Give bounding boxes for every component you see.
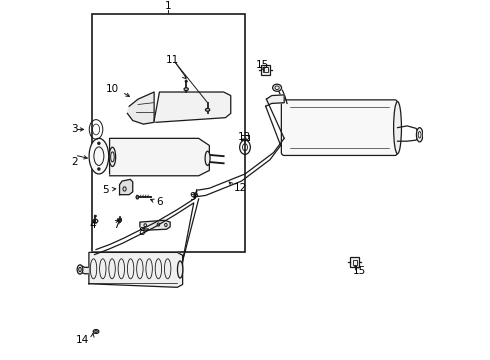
Text: 13: 13 <box>238 131 251 141</box>
Ellipse shape <box>98 142 100 145</box>
Bar <box>264 67 268 72</box>
Polygon shape <box>120 179 133 195</box>
Text: 14: 14 <box>75 335 89 345</box>
Text: 15: 15 <box>352 266 366 276</box>
Text: 7: 7 <box>113 220 119 230</box>
Text: 10: 10 <box>106 84 119 94</box>
Ellipse shape <box>109 147 116 167</box>
Text: 15: 15 <box>255 60 269 70</box>
Ellipse shape <box>136 195 139 199</box>
Text: 1: 1 <box>165 1 172 12</box>
Bar <box>352 260 357 265</box>
Polygon shape <box>110 138 209 176</box>
Ellipse shape <box>184 88 188 91</box>
Ellipse shape <box>205 108 210 111</box>
Bar <box>92 14 245 252</box>
Ellipse shape <box>89 138 109 174</box>
Ellipse shape <box>177 261 183 278</box>
Polygon shape <box>127 92 154 124</box>
Text: 4: 4 <box>89 220 96 230</box>
Polygon shape <box>89 252 183 287</box>
Ellipse shape <box>98 168 100 170</box>
Ellipse shape <box>205 151 210 166</box>
FancyBboxPatch shape <box>281 100 397 156</box>
Text: 9: 9 <box>189 192 196 202</box>
Text: 12: 12 <box>234 183 247 193</box>
Ellipse shape <box>272 84 282 91</box>
Ellipse shape <box>77 265 83 274</box>
Ellipse shape <box>393 102 401 154</box>
Polygon shape <box>80 265 88 274</box>
Text: 3: 3 <box>72 125 78 134</box>
Polygon shape <box>266 95 284 106</box>
Polygon shape <box>154 92 231 122</box>
Text: 5: 5 <box>102 185 109 195</box>
Polygon shape <box>140 220 170 230</box>
Ellipse shape <box>185 80 187 82</box>
Ellipse shape <box>416 128 423 142</box>
Text: 2: 2 <box>72 157 78 167</box>
Text: 6: 6 <box>157 198 163 207</box>
Bar <box>350 257 359 267</box>
Bar <box>261 65 270 75</box>
Ellipse shape <box>94 215 97 217</box>
Text: 8: 8 <box>138 227 145 237</box>
Text: 11: 11 <box>165 55 178 65</box>
